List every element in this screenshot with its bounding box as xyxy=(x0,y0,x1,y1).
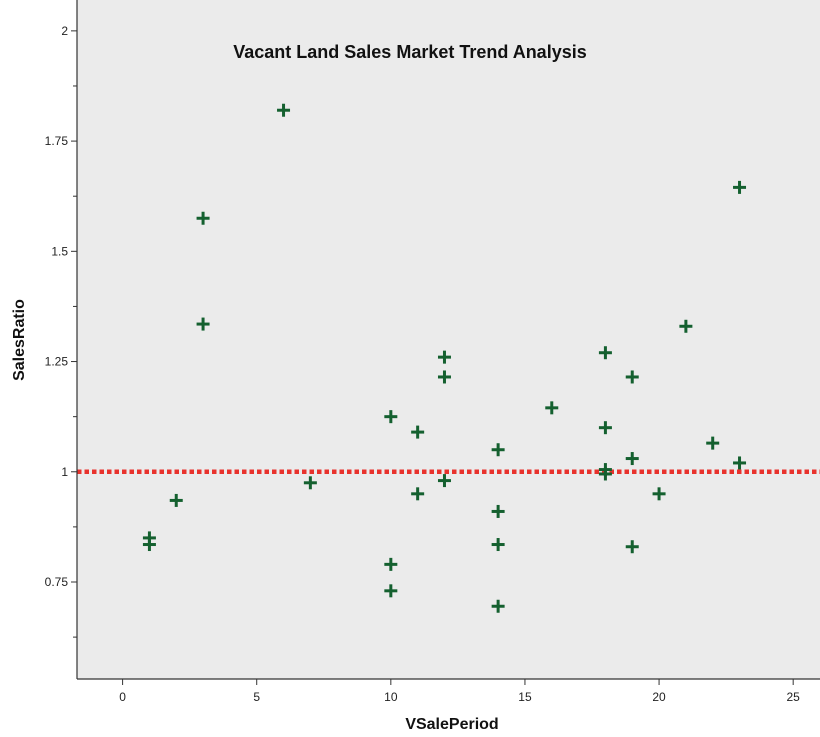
data-point xyxy=(491,538,505,552)
plot-area xyxy=(77,0,820,679)
data-point xyxy=(545,401,559,415)
data-point xyxy=(196,317,210,331)
data-point xyxy=(411,425,425,439)
data-point xyxy=(679,319,693,333)
data-point xyxy=(384,557,398,571)
x-tick-label: 0 xyxy=(119,690,126,704)
data-point xyxy=(733,180,747,194)
data-point xyxy=(625,540,639,554)
y-tick-label: 0.75 xyxy=(45,575,69,589)
y-tick-label: 1.5 xyxy=(51,244,68,258)
y-tick-label: 2 xyxy=(61,24,68,38)
x-tick-label: 10 xyxy=(384,690,398,704)
data-point xyxy=(169,493,183,507)
x-tick-label: 20 xyxy=(652,690,666,704)
y-tick-label: 1.75 xyxy=(45,134,69,148)
data-point xyxy=(437,474,451,488)
data-point xyxy=(625,370,639,384)
data-point xyxy=(437,370,451,384)
data-point xyxy=(384,584,398,598)
data-point xyxy=(733,456,747,470)
data-point xyxy=(437,350,451,364)
data-point xyxy=(411,487,425,501)
data-point xyxy=(277,103,291,117)
x-axis-title: VSalePeriod xyxy=(405,716,498,733)
data-point xyxy=(491,599,505,613)
data-point xyxy=(652,487,666,501)
y-tick-label: 1.25 xyxy=(45,355,69,369)
data-point xyxy=(625,452,639,466)
data-point xyxy=(598,346,612,360)
data-point xyxy=(598,421,612,435)
y-axis-title: SalesRatio xyxy=(11,299,28,381)
x-tick-label: 25 xyxy=(786,690,800,704)
data-point xyxy=(142,538,156,552)
data-point xyxy=(384,410,398,424)
chart-title: Vacant Land Sales Market Trend Analysis xyxy=(233,42,586,62)
data-point xyxy=(491,443,505,457)
data-point xyxy=(303,476,317,490)
y-tick-label: 1 xyxy=(61,465,68,479)
data-point xyxy=(196,211,210,225)
data-point xyxy=(491,504,505,518)
x-tick-label: 15 xyxy=(518,690,532,704)
data-point xyxy=(706,436,720,450)
data-point xyxy=(598,467,612,481)
x-tick-label: 5 xyxy=(253,690,260,704)
